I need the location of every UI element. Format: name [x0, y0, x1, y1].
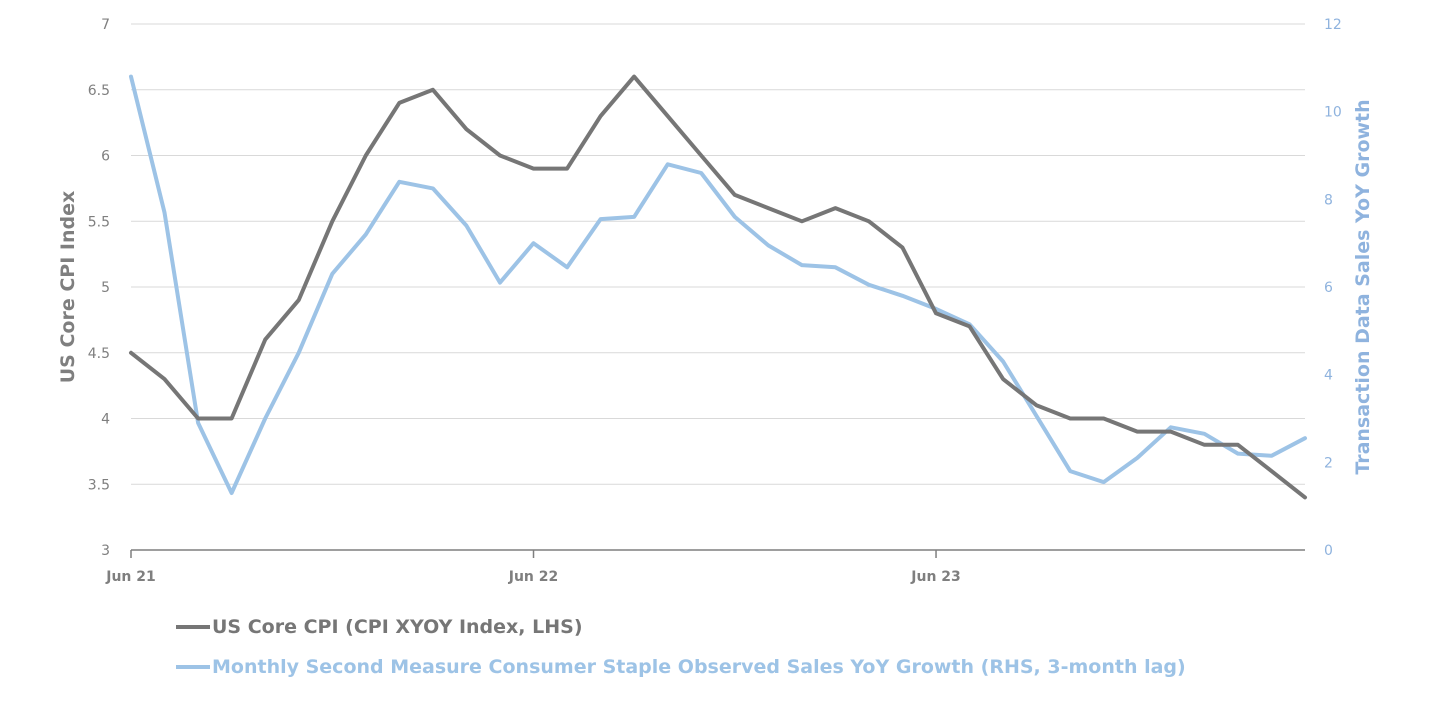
- legend-label-core-cpi: US Core CPI (CPI XYOY Index, LHS): [212, 616, 583, 638]
- legend-swatch-staple-sales: [176, 665, 210, 669]
- legend-item-staple-sales: Monthly Second Measure Consumer Staple O…: [176, 656, 1186, 678]
- left-axis-ticks: 3 3.5 4 4.5 5 5.5 6 6.5 7: [88, 17, 110, 559]
- right-axis-ticks: 0 2 4 6 8 10 12: [1324, 17, 1342, 559]
- right-tick-label: 10: [1324, 105, 1342, 121]
- legend-item-core-cpi: US Core CPI (CPI XYOY Index, LHS): [176, 616, 583, 638]
- x-tick-label: Jun 22: [508, 569, 559, 585]
- left-tick-label: 6.5: [88, 83, 110, 99]
- x-tick-label: Jun 23: [910, 569, 961, 585]
- right-tick-label: 6: [1324, 280, 1333, 296]
- right-tick-label: 8: [1324, 192, 1333, 208]
- series-lines: [129, 74, 1307, 500]
- x-tick-label: Jun 21: [105, 569, 156, 585]
- legend-swatch-core-cpi: [176, 625, 210, 629]
- series-line-core-cpi: [129, 74, 1307, 500]
- series-line-staple-sales: [129, 74, 1307, 495]
- right-tick-label: 2: [1324, 455, 1333, 471]
- left-tick-label: 7: [101, 17, 110, 33]
- left-tick-label: 5: [101, 280, 110, 296]
- x-axis: Jun 21 Jun 22 Jun 23: [105, 549, 1305, 585]
- left-tick-label: 5.5: [88, 214, 110, 230]
- right-tick-label: 0: [1324, 543, 1333, 559]
- right-tick-label: 4: [1324, 368, 1333, 384]
- right-tick-label: 12: [1324, 17, 1342, 33]
- left-axis-title: US Core CPI Index: [57, 191, 79, 384]
- left-tick-label: 4.5: [88, 346, 110, 362]
- legend-label-staple-sales: Monthly Second Measure Consumer Staple O…: [212, 656, 1186, 678]
- right-axis-title: Transaction Data Sales YoY Growth: [1352, 99, 1374, 474]
- gridlines: [131, 23, 1305, 485]
- left-tick-label: 6: [101, 149, 110, 165]
- left-tick-label: 4: [101, 412, 110, 428]
- left-tick-label: 3: [101, 543, 110, 559]
- left-tick-label: 3.5: [88, 477, 110, 493]
